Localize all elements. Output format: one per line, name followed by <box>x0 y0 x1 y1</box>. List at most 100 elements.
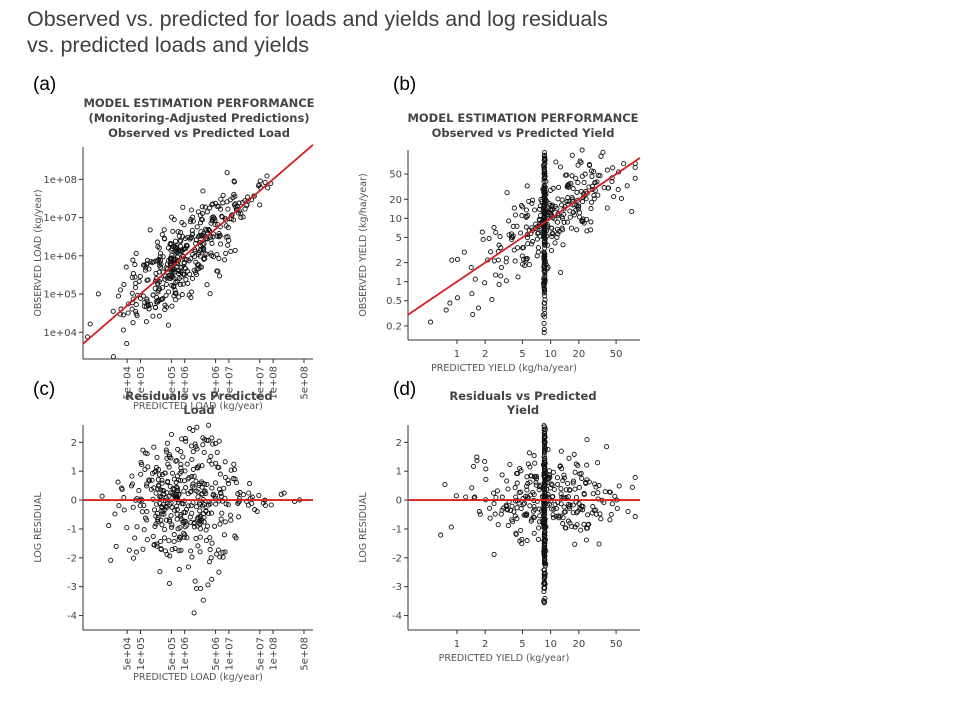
data-point <box>219 214 225 220</box>
data-point <box>182 265 188 271</box>
data-point <box>179 436 185 442</box>
data-point <box>179 500 185 506</box>
data-point <box>197 549 203 555</box>
data-point <box>499 472 505 478</box>
data-point <box>597 511 603 517</box>
data-point <box>214 268 220 274</box>
data-point <box>189 227 195 234</box>
x-tick-label: 1e+08 <box>269 366 280 400</box>
data-point <box>180 519 186 526</box>
data-point <box>498 264 504 270</box>
y-axis-label: OBSERVED YIELD (kg/ha/year) <box>358 173 369 316</box>
data-point <box>577 214 583 220</box>
data-point <box>188 519 194 526</box>
data-point <box>156 472 163 478</box>
data-point <box>200 232 206 239</box>
data-point <box>218 206 224 212</box>
data-point <box>542 480 548 486</box>
data-point <box>202 488 208 494</box>
data-point <box>197 253 203 259</box>
data-point <box>196 482 202 488</box>
data-point <box>212 523 218 529</box>
data-point <box>592 481 598 487</box>
data-point <box>228 517 234 523</box>
data-point <box>561 475 567 481</box>
data-point <box>123 264 129 270</box>
data-point <box>207 535 213 541</box>
data-point <box>108 557 114 563</box>
data-point <box>541 149 548 156</box>
data-point <box>547 207 553 213</box>
data-point <box>201 514 207 520</box>
x-tick-label: 50 <box>610 349 623 360</box>
data-point <box>133 302 139 308</box>
data-point <box>155 477 161 483</box>
data-point <box>534 236 540 242</box>
data-point <box>163 281 169 287</box>
data-point <box>567 487 573 493</box>
data-point <box>157 257 164 263</box>
data-point <box>158 538 164 545</box>
data-point <box>542 297 548 303</box>
data-point <box>555 231 561 237</box>
data-point <box>470 311 476 318</box>
data-point <box>542 208 548 214</box>
data-point <box>201 481 207 487</box>
panel-label-c: (c) <box>33 379 56 400</box>
data-point <box>182 436 188 442</box>
data-point <box>140 546 146 552</box>
data-point <box>580 218 586 225</box>
data-point <box>204 282 210 288</box>
data-point <box>265 185 271 191</box>
data-point <box>160 254 166 260</box>
data-point <box>186 475 192 481</box>
data-point <box>572 541 578 547</box>
data-point <box>604 167 610 173</box>
data-point <box>515 274 521 280</box>
scatter-points <box>84 170 274 360</box>
data-point <box>514 480 520 486</box>
data-point <box>507 461 513 468</box>
data-point <box>165 257 172 264</box>
data-point <box>190 449 196 455</box>
data-point <box>532 207 538 213</box>
data-point <box>472 276 478 282</box>
data-point <box>238 210 244 216</box>
data-point <box>542 197 548 203</box>
data-point <box>228 248 234 254</box>
data-point <box>514 516 520 522</box>
data-point <box>168 513 174 519</box>
data-point <box>487 505 493 511</box>
data-point <box>575 162 581 168</box>
data-point <box>209 240 215 246</box>
slide-title: Observed vs. predicted for loads and yie… <box>27 6 807 58</box>
data-point <box>166 289 172 295</box>
data-point <box>568 225 574 231</box>
data-point <box>531 474 537 480</box>
data-point <box>159 480 165 486</box>
data-point <box>582 171 588 177</box>
data-point <box>542 279 548 286</box>
data-point <box>195 209 201 215</box>
data-point <box>164 275 170 281</box>
data-point <box>152 278 158 284</box>
data-point <box>536 216 542 222</box>
data-point <box>225 206 231 212</box>
data-point <box>233 480 239 486</box>
data-point <box>209 435 215 441</box>
data-point <box>483 466 489 472</box>
data-point <box>206 458 212 464</box>
data-point <box>492 511 498 517</box>
data-point <box>210 201 216 207</box>
data-point <box>503 278 509 284</box>
scatter-points <box>427 147 638 336</box>
data-point <box>155 519 161 525</box>
data-point <box>580 504 586 510</box>
data-point <box>541 486 547 492</box>
data-point <box>130 504 136 510</box>
data-point <box>513 531 519 538</box>
data-point <box>183 438 189 444</box>
data-point <box>143 319 149 325</box>
data-point <box>169 268 175 274</box>
data-point <box>236 514 242 520</box>
